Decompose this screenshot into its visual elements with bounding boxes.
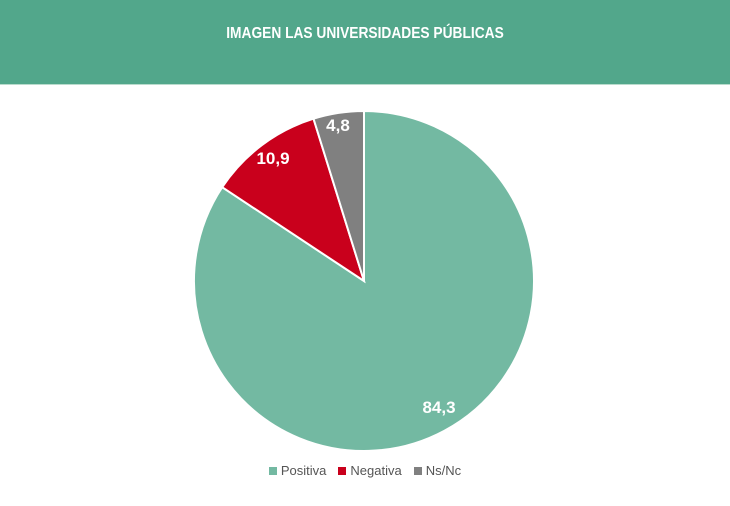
slice-negativa: [220, 117, 366, 284]
legend-swatch-icon: [268, 466, 277, 475]
slice-nsnc: [312, 109, 365, 282]
legend-item-nsnc: Ns/Nc: [413, 463, 462, 478]
chart-title: IMAGEN LAS UNIVERSIDADES PÚBLICAS: [226, 25, 504, 42]
legend-label: Ns/Nc: [425, 463, 462, 478]
legend-item-positiva: Positiva: [268, 463, 327, 478]
label-negativa: 10,9: [256, 149, 289, 168]
legend-swatch-icon: [338, 466, 347, 475]
label-positiva: 84,3: [422, 398, 455, 417]
legend: Positiva Negativa Ns/Nc: [0, 463, 730, 478]
legend-item-negativa: Negativa: [338, 463, 402, 478]
label-nsnc: 4,8: [326, 116, 350, 135]
legend-label: Negativa: [350, 463, 402, 478]
header-divider: [0, 84, 730, 85]
legend-label: Positiva: [280, 463, 327, 478]
legend-swatch-icon: [413, 466, 422, 475]
header-banner: [0, 0, 730, 84]
